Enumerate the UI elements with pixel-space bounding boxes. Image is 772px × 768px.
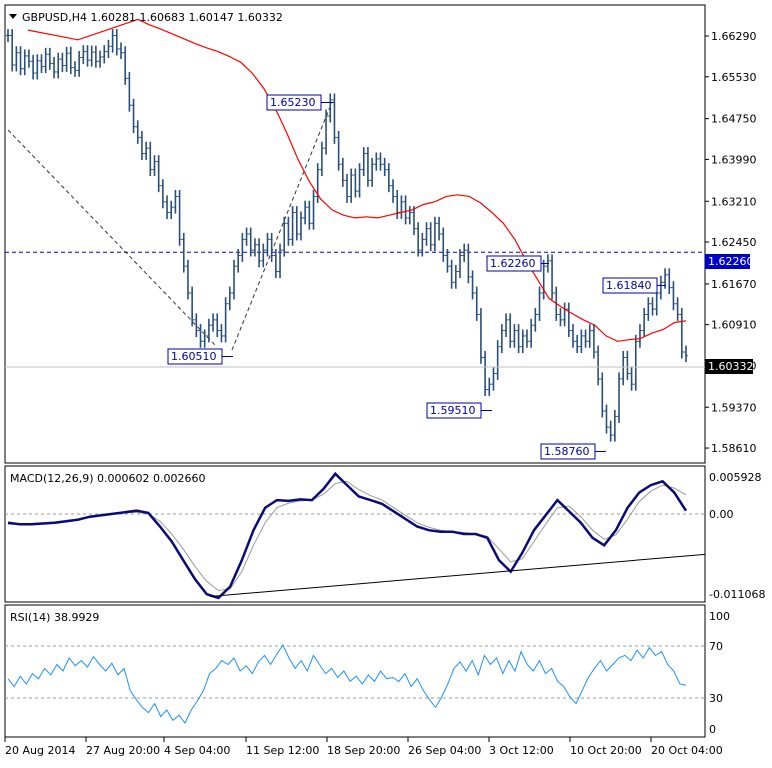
price-tick-label: 1.60910	[711, 319, 757, 332]
price-tick-label: 1.66290	[711, 30, 757, 43]
rsi-panel[interactable]: RSI(14) 38.9929 100 70 30 0	[4, 604, 730, 738]
x-tick-label: 26 Sep 04:00	[408, 744, 481, 757]
price-annotation: 1.61840	[602, 277, 666, 294]
macd-title: MACD(12,26,9) 0.000602 0.002660	[10, 472, 206, 485]
current-price-tag	[705, 359, 753, 374]
price-tick-label: 1.62450	[711, 236, 757, 249]
rsi-tick-100: 100	[709, 610, 730, 623]
x-tick-label: 20 Oct 04:00	[651, 744, 723, 757]
x-tick-label: 18 Sep 20:00	[327, 744, 400, 757]
macd-tick-top: 0.005928	[709, 471, 762, 484]
x-tick-label: 4 Sep 04:00	[164, 744, 230, 757]
x-tick-label: 27 Aug 20:00	[86, 744, 160, 757]
x-tick-label: 3 Oct 12:00	[489, 744, 554, 757]
macd-main-line	[7, 471, 688, 600]
price-annotation: 1.60510	[167, 348, 233, 365]
annotation-label: 1.65230	[270, 96, 316, 109]
rsi-tick-0: 0	[709, 723, 716, 736]
x-tick-label: 10 Oct 20:00	[570, 744, 642, 757]
price-annotation: 1.65230	[266, 94, 334, 111]
annotation-label: 1.62260	[490, 257, 536, 270]
annotation-label: 1.61840	[606, 279, 652, 292]
price-annotation: 1.58760	[540, 443, 606, 460]
main-title: GBPUSD,H4 1.60281 1.60683 1.60147 1.6033…	[22, 11, 283, 24]
x-axis: 20 Aug 2014 27 Aug 20:00 4 Sep 04:00 11 Sep…	[4, 737, 723, 757]
hline-price-tag	[705, 254, 750, 269]
chart-title: GBPUSD,H4 1.60281 1.60683 1.60147 1.6033…	[9, 11, 283, 24]
rsi-tick-70: 70	[709, 640, 723, 653]
price-y-axis: 1.66290 1.65530 1.64750 1.63990 1.63210 1.624…	[705, 30, 757, 455]
price-bars	[6, 29, 688, 442]
price-tick-label: 1.63210	[711, 195, 757, 208]
macd-trendline	[209, 553, 706, 597]
x-tick-label: 20 Aug 2014	[5, 744, 75, 757]
macd-panel[interactable]: MACD(12,26,9) 0.000602 0.002660 0.005928…	[4, 465, 765, 603]
annotation-label: 1.58760	[544, 445, 590, 458]
price-tick-label: 1.61670	[711, 278, 757, 291]
trend-lines	[7, 101, 333, 351]
macd-tick-bottom: -0.011068	[709, 588, 765, 601]
annotation-label: 1.59510	[430, 404, 476, 417]
price-tick-label: 1.65530	[711, 71, 757, 84]
x-tick-label: 11 Sep 12:00	[246, 744, 319, 757]
price-annotation: 1.59510	[426, 402, 492, 419]
dropdown-arrow-icon[interactable]	[9, 14, 17, 19]
price-tick-label: 1.59370	[711, 401, 757, 414]
hline-price-label: 1.62260	[708, 255, 754, 268]
diagonal-line-down	[7, 129, 216, 346]
current-price-label: 1.60332	[708, 360, 754, 373]
price-panel[interactable]: 1.65230 1.62260 1.61840 1.60510 1.59510 1.587…	[4, 4, 757, 464]
annotation-label: 1.60510	[171, 350, 217, 363]
price-annotations: 1.65230 1.62260 1.61840 1.60510 1.59510 1.587…	[167, 94, 666, 460]
rsi-title: RSI(14) 38.9929	[10, 611, 99, 624]
rsi-tick-30: 30	[709, 692, 723, 705]
price-tick-label: 1.63990	[711, 153, 757, 166]
macd-tick-zero: 0.00	[709, 508, 734, 521]
rsi-line	[7, 643, 687, 724]
diagonal-line-up	[231, 101, 333, 351]
moving-average-line	[27, 18, 687, 342]
price-tick-label: 1.64750	[711, 113, 757, 126]
price-tick-label: 1.58610	[711, 442, 757, 455]
price-annotation: 1.62260	[486, 255, 549, 272]
